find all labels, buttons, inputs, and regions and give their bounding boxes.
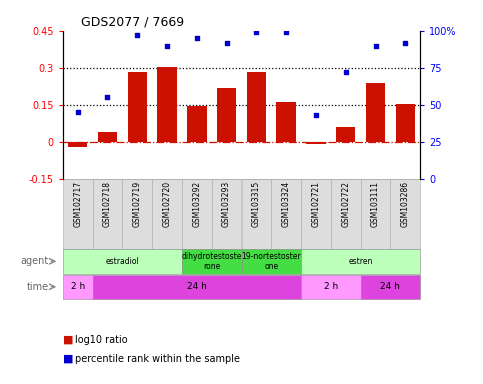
- Text: GSM103324: GSM103324: [282, 181, 291, 227]
- Point: [372, 43, 380, 49]
- Text: log10 ratio: log10 ratio: [75, 335, 128, 345]
- Bar: [63, 249, 182, 273]
- Text: GSM103111: GSM103111: [371, 181, 380, 227]
- Bar: [366, 83, 385, 142]
- Bar: [217, 88, 236, 142]
- Bar: [187, 106, 207, 142]
- Point: [104, 94, 112, 101]
- Text: 2 h: 2 h: [71, 282, 85, 291]
- Bar: [331, 179, 361, 248]
- Bar: [271, 179, 301, 248]
- Bar: [242, 179, 271, 248]
- Bar: [301, 179, 331, 248]
- Bar: [396, 104, 415, 142]
- Bar: [182, 179, 212, 248]
- Bar: [390, 179, 420, 248]
- Text: GSM102719: GSM102719: [133, 181, 142, 227]
- Bar: [68, 142, 87, 147]
- Text: estradiol: estradiol: [105, 257, 139, 266]
- Text: ■: ■: [63, 335, 77, 345]
- Bar: [301, 249, 420, 273]
- Text: GSM103292: GSM103292: [192, 181, 201, 227]
- Text: GDS2077 / 7669: GDS2077 / 7669: [81, 15, 184, 28]
- Point: [133, 32, 141, 38]
- Text: GSM103293: GSM103293: [222, 181, 231, 227]
- Bar: [93, 275, 301, 299]
- Text: 24 h: 24 h: [187, 282, 207, 291]
- Point: [282, 29, 290, 35]
- Text: agent: agent: [20, 256, 48, 266]
- Point: [163, 43, 171, 49]
- Bar: [182, 249, 242, 273]
- Bar: [361, 179, 390, 248]
- Text: GSM102718: GSM102718: [103, 181, 112, 227]
- Point: [342, 69, 350, 75]
- Bar: [336, 127, 355, 142]
- Bar: [301, 275, 361, 299]
- Text: GSM102721: GSM102721: [312, 181, 320, 227]
- Point: [74, 109, 82, 115]
- Bar: [152, 179, 182, 248]
- Text: time: time: [27, 282, 48, 292]
- Bar: [242, 249, 301, 273]
- Text: GSM102722: GSM102722: [341, 181, 350, 227]
- Point: [401, 40, 409, 46]
- Bar: [157, 66, 177, 142]
- Point: [193, 35, 201, 41]
- Text: GSM102717: GSM102717: [73, 181, 82, 227]
- Bar: [361, 275, 420, 299]
- Text: 19-nortestoster
one: 19-nortestoster one: [242, 252, 301, 271]
- Bar: [128, 71, 147, 142]
- Bar: [63, 275, 93, 299]
- Bar: [63, 179, 93, 248]
- Point: [312, 112, 320, 118]
- Bar: [98, 132, 117, 142]
- Text: estren: estren: [348, 257, 373, 266]
- Bar: [276, 103, 296, 142]
- Text: ■: ■: [63, 354, 77, 364]
- Text: GSM103286: GSM103286: [401, 181, 410, 227]
- Text: 2 h: 2 h: [324, 282, 338, 291]
- Point: [223, 40, 230, 46]
- Bar: [247, 71, 266, 142]
- Text: GSM103315: GSM103315: [252, 181, 261, 227]
- Text: GSM102720: GSM102720: [163, 181, 171, 227]
- Text: dihydrotestoste
rone: dihydrotestoste rone: [182, 252, 242, 271]
- Bar: [93, 179, 122, 248]
- Bar: [306, 142, 326, 144]
- Text: percentile rank within the sample: percentile rank within the sample: [75, 354, 240, 364]
- Bar: [212, 179, 242, 248]
- Text: 24 h: 24 h: [381, 282, 400, 291]
- Point: [253, 29, 260, 35]
- Bar: [122, 179, 152, 248]
